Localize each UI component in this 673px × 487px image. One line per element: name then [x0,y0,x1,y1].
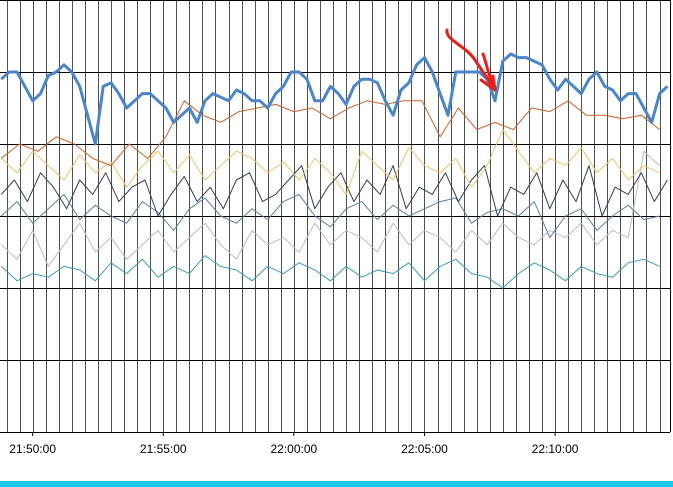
series-line [0,193,660,239]
footer-bar [0,481,673,487]
x-tick-label: 21:50:00 [9,442,56,456]
x-tick-label: 22:10:00 [532,442,579,456]
x-axis: 21:50:00 21:55:00 22:00:00 22:05:00 22:10:00 [9,432,579,456]
series-line [0,100,660,167]
x-tick-label: 22:00:00 [271,442,318,456]
series-line [0,150,660,267]
grid [0,0,671,433]
annotation [445,28,497,92]
series-line [0,165,668,217]
series-line [0,52,669,146]
annotation-arrow-head [479,52,497,92]
x-tick-label: 22:05:00 [401,442,448,456]
series-line [0,129,660,195]
x-tick-label: 21:55:00 [140,442,187,456]
series-line [0,255,660,289]
series-layer [0,52,669,289]
